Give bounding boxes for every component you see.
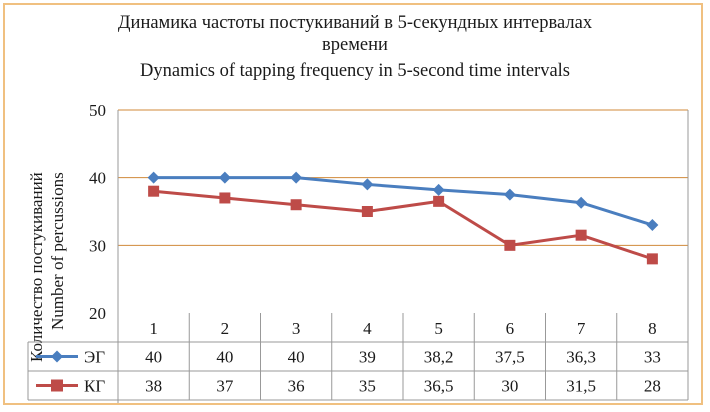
data-point-marker [646,219,659,232]
chart-title-english: Dynamics of tapping frequency in 5-secon… [140,61,570,81]
data-point-marker [361,178,374,191]
x-category-label: 8 [648,319,657,338]
table-value-cell: 31,5 [566,377,596,396]
x-category-label: 4 [363,319,372,338]
table-value-cell: 33 [644,348,661,367]
table-value-cell: 38,2 [424,348,454,367]
x-category-label: 6 [506,319,515,338]
y-tick-label: 30 [89,236,106,255]
legend-series-name: ЭГ [84,348,105,367]
series-line [153,189,653,261]
x-category-label: 5 [434,319,443,338]
table-value-cell: 40 [288,348,305,367]
x-category-label: 7 [577,319,586,338]
data-point-marker [290,199,302,211]
series-line [153,176,653,227]
x-category-label: 2 [221,319,230,338]
table-value-cell: 39 [359,348,376,367]
y-tick-label: 40 [89,169,106,188]
legend-marker [51,379,63,392]
table-value-cell: 38 [145,377,162,396]
table-value-cell: 40 [216,348,233,367]
table-value-cell: 30 [501,377,518,396]
y-tick-label: 20 [89,304,106,323]
table-value-cell: 36,5 [424,377,454,396]
table-value-cell: 40 [145,348,162,367]
table-value-cell: 37,5 [495,348,525,367]
data-point-marker [575,229,587,241]
data-point-marker [646,253,658,265]
data-point-marker [290,171,303,184]
data-point-marker [148,185,160,197]
legend-series-name: КГ [84,377,105,396]
data-point-marker [433,195,445,207]
table-value-cell: 36 [288,377,305,396]
data-point-marker [504,239,516,251]
chart-title-russian-line2: времени [322,35,388,55]
legend-marker [51,350,63,363]
data-point-marker [503,188,516,201]
table-value-cell: 28 [644,377,661,396]
data-point-marker [432,183,445,196]
table-value-cell: 35 [359,377,376,396]
table-value-cell: 36,3 [566,348,596,367]
y-tick-label: 50 [89,101,106,120]
data-point-marker [218,171,231,184]
x-category-label: 3 [292,319,301,338]
data-point-marker [361,206,373,217]
chart-title-russian: Динамика частоты постукиваний в 5-секунд… [117,13,593,33]
x-category-label: 1 [149,319,158,338]
data-point-marker [219,192,231,204]
data-point-marker [147,171,160,184]
data-point-marker [575,196,588,209]
table-value-cell: 37 [216,377,234,396]
